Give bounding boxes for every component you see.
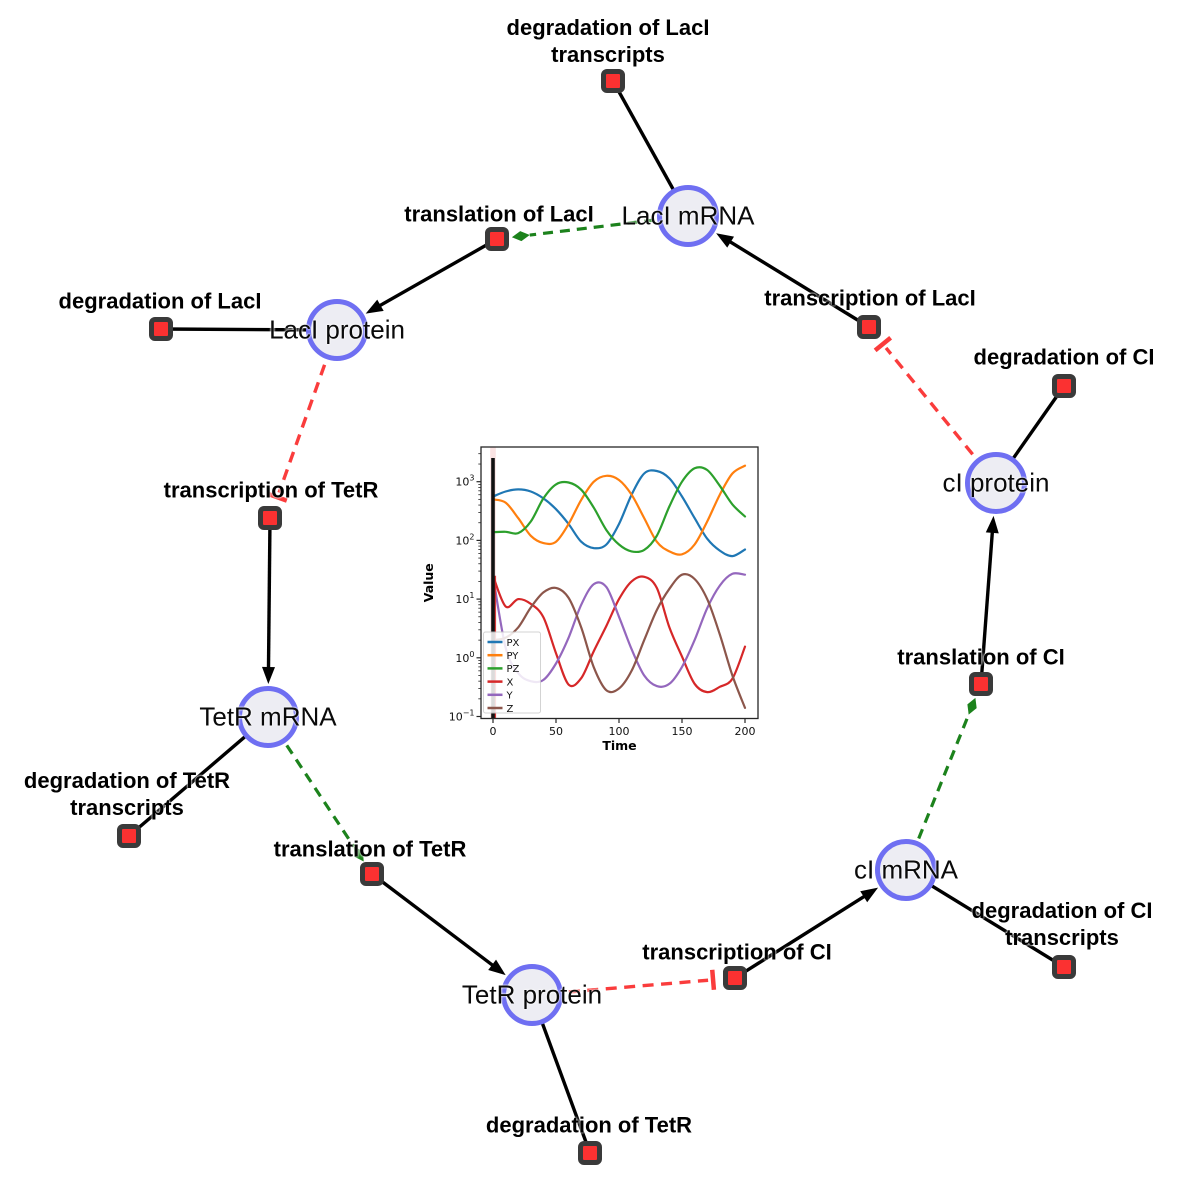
reaction-node-translation-ci[interactable] [969,672,993,696]
reaction-label-line: transcripts [1005,925,1119,950]
reaction-label-line: degradation of CI [971,898,1153,923]
reaction-node-transcription-tetr[interactable] [258,506,282,530]
y-tick-label: 101 [455,591,474,606]
reaction-label-transcription-tetr: transcription of TetR [164,477,379,504]
series-line-PY [491,464,747,556]
series-line-Z [491,573,747,709]
species-label-tetr-mrna: TetR mRNA [199,701,337,732]
legend-entry-X: X [507,677,514,688]
reaction-label-translation-tetr: translation of TetR [274,836,467,863]
x-tick-label: 50 [549,725,563,738]
reaction-label-translation-laci: translation of LacI [404,201,593,228]
x-tick-label: 150 [672,725,693,738]
reaction-label-line: translation of LacI [404,201,594,227]
reaction-label-transcription-ci: transcription of CI [642,939,831,966]
species-label-laci-mrna: LacI mRNA [621,200,755,231]
legend-entry-PY: PY [507,651,520,662]
axis-ticks: 0 50 100 150 200 103 102 101 100 10−1 [449,453,756,738]
species-label-ci-mrna: cI mRNA [854,854,958,885]
y-axis-label: Value [421,563,436,602]
reaction-label-line: degradation of TetR [23,768,231,793]
reaction-label-line: degradation of CI [973,344,1155,370]
reaction-label-translation-ci: translation of CI [897,644,1064,671]
chart-figure-background [418,441,762,760]
reaction-label-line: translation of CI [897,644,1065,670]
edge-translation-ci--ci-protein [979,515,999,685]
legend-entry-Z: Z [507,704,514,715]
legend-entry-Y: Y [506,691,514,702]
reaction-label-line: transcripts [70,795,184,820]
x-tick-label: 0 [490,725,497,738]
reaction-label-line: transcription of TetR [163,477,379,503]
reaction-node-deg-ci[interactable] [1052,374,1076,398]
x-tick-label: 100 [609,725,630,738]
edge-transcription-laci--laci-mrna [716,233,870,329]
edge-translation-laci--laci-protein [365,237,498,314]
reaction-node-transcription-laci[interactable] [857,315,881,339]
reaction-label-line: degradation of LacI [506,15,710,40]
reaction-node-deg-tetr-transcripts[interactable] [117,824,141,848]
species-node-tetr-mrna[interactable] [237,686,299,748]
reaction-label-deg-ci: degradation of CI [974,344,1155,371]
reaction-label-line: degradation of LacI [58,288,262,314]
reaction-label-deg-laci-transcripts: degradation of LacI transcripts [507,14,710,68]
species-label-tetr-protein: TetR protein [461,979,603,1010]
species-node-laci-mrna[interactable] [657,185,719,247]
reaction-label-deg-tetr: degradation of TetR [486,1112,692,1139]
reaction-label-deg-tetr-transcripts: degradation of TetR transcripts [24,767,230,821]
species-node-laci-protein[interactable] [306,299,368,361]
x-axis-label: Time [602,738,636,753]
legend-entry-PZ: PZ [507,664,520,675]
species-node-ci-mrna[interactable] [875,839,937,901]
reaction-node-deg-laci[interactable] [149,317,173,341]
reaction-label-deg-ci-transcripts: degradation of CI transcripts [972,897,1153,951]
reaction-node-translation-tetr[interactable] [360,862,384,886]
reaction-label-line: transcripts [551,42,665,67]
reaction-node-deg-laci-transcripts[interactable] [601,69,625,93]
reaction-label-line: translation of TetR [273,836,467,862]
y-tick-label: 10−1 [449,709,475,724]
chart-legend: PX PY PZ XYZ [483,631,541,715]
species-node-tetr-protein[interactable] [501,964,563,1026]
y-tick-label: 100 [455,650,474,665]
series-line-PZ [491,466,747,554]
x-tick-label: 200 [735,725,756,738]
y-tick-label: 103 [455,474,474,489]
reaction-label-deg-laci: degradation of LacI [59,288,262,315]
reaction-label-line: degradation of TetR [485,1112,693,1138]
species-label-laci-protein: LacI protein [269,314,405,345]
series-line-X [491,574,747,694]
reaction-node-deg-tetr[interactable] [578,1141,602,1165]
edge-transcription-ci--ci-mrna [734,887,879,980]
edge-ci-mrna--translation-ci [904,697,977,871]
edge-translation-tetr--tetr-protein [370,872,506,976]
species-label-ci-protein: cI protein [942,467,1050,498]
species-node-ci-protein[interactable] [965,452,1027,514]
reaction-label-transcription-laci: transcription of LacI [764,285,975,312]
reaction-node-deg-ci-transcripts[interactable] [1052,955,1076,979]
legend-entry-PX: PX [507,638,520,649]
reaction-node-transcription-ci[interactable] [723,966,747,990]
reaction-label-line: transcription of CI [642,939,832,965]
reaction-label-line: transcription of LacI [764,285,976,311]
reaction-node-translation-laci[interactable] [485,227,509,251]
series-line-PX [491,469,747,558]
y-tick-label: 102 [455,532,474,547]
edge-transcription-tetr--tetr-mrna [262,517,276,685]
